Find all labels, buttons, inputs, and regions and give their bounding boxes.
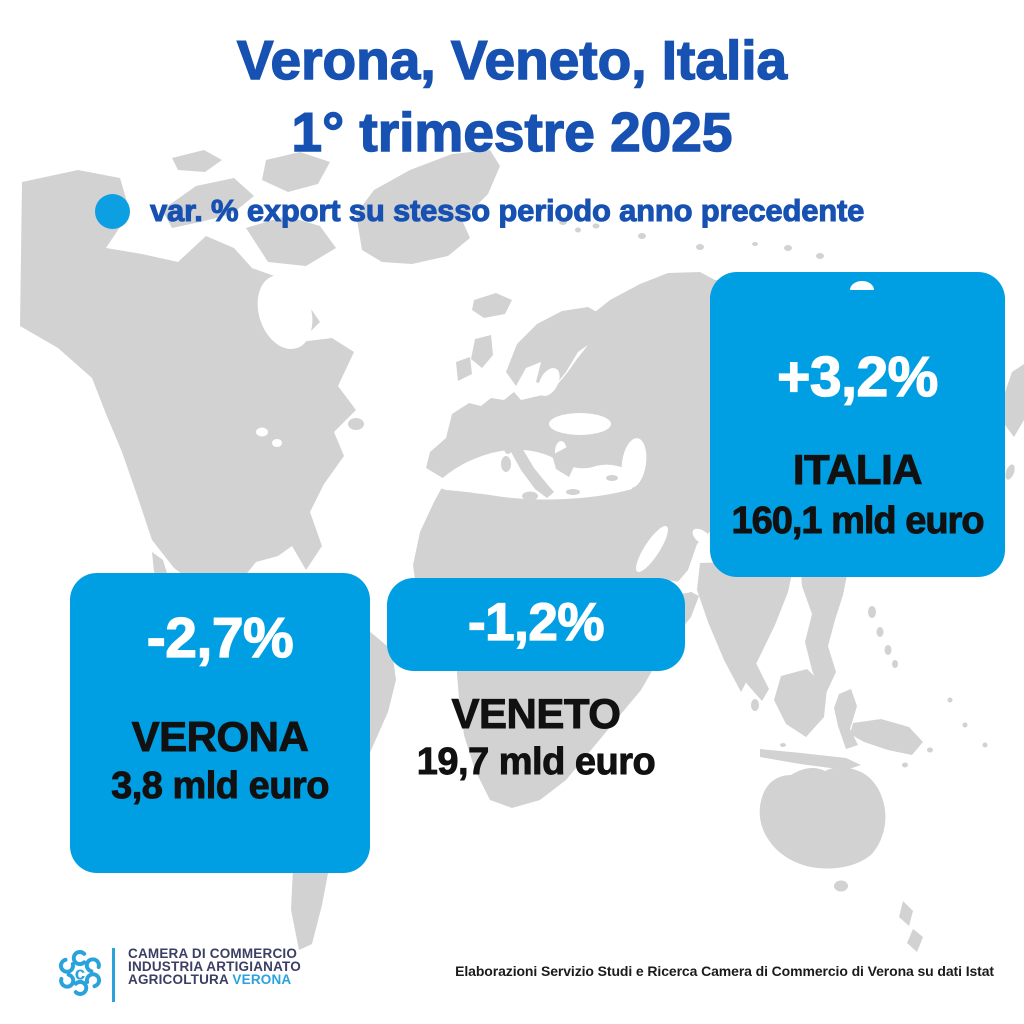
verona-region-label: VERONA	[131, 713, 309, 761]
continent-north-america	[20, 150, 364, 645]
continent-oceania	[759, 767, 923, 952]
veneto-export-amount: 19,7 mld euro	[416, 741, 656, 784]
south-asia	[697, 364, 1024, 711]
veneto-var-percent: -1,2%	[467, 592, 605, 652]
footer: c CAMERA DI COMMERCIO INDUSTRIA ARTIGIAN…	[0, 935, 1024, 1024]
bullet-dot-icon	[95, 194, 130, 229]
veneto-region-label: VENETO	[451, 690, 621, 738]
card-notch	[850, 281, 874, 290]
logo-divider	[112, 948, 115, 1002]
italia-export-amount: 160,1 mld euro	[731, 500, 985, 543]
chamber-of-commerce-logo-icon: c	[58, 950, 102, 996]
org-line2: INDUSTRIA ARTIGIANATO	[128, 959, 301, 974]
italia-var-percent: +3,2%	[776, 344, 939, 409]
org-line3: AGRICOLTURA VERONA	[128, 972, 292, 987]
subtitle-text: var. % export su stesso periodo anno pre…	[149, 193, 865, 229]
card-veneto: -1,2%	[387, 578, 685, 671]
southeast-asia-islands	[721, 606, 988, 770]
subtitle-row: var. % export su stesso periodo anno pre…	[0, 190, 1024, 230]
italia-region-label: ITALIA	[792, 446, 923, 494]
page-title-line1: Verona, Veneto, Italia	[236, 28, 788, 91]
verona-var-percent: -2,7%	[146, 605, 294, 670]
card-verona: -2,7% VERONA 3,8 mld euro	[70, 573, 370, 873]
organization-name: CAMERA DI COMMERCIO INDUSTRIA ARTIGIANAT…	[128, 946, 301, 987]
verona-export-amount: 3,8 mld euro	[111, 765, 330, 808]
page-title-line2: 1° trimestre 2025	[291, 100, 733, 163]
org-line1: CAMERA DI COMMERCIO	[128, 946, 298, 961]
data-source-note: Elaborazioni Servizio Studi e Ricerca Ca…	[455, 963, 994, 979]
card-italia: +3,2% ITALIA 160,1 mld euro	[710, 272, 1005, 577]
logo-monogram: c	[75, 963, 85, 984]
greenland-iceland	[356, 150, 512, 318]
org-line3-accent: VERONA	[232, 972, 292, 987]
